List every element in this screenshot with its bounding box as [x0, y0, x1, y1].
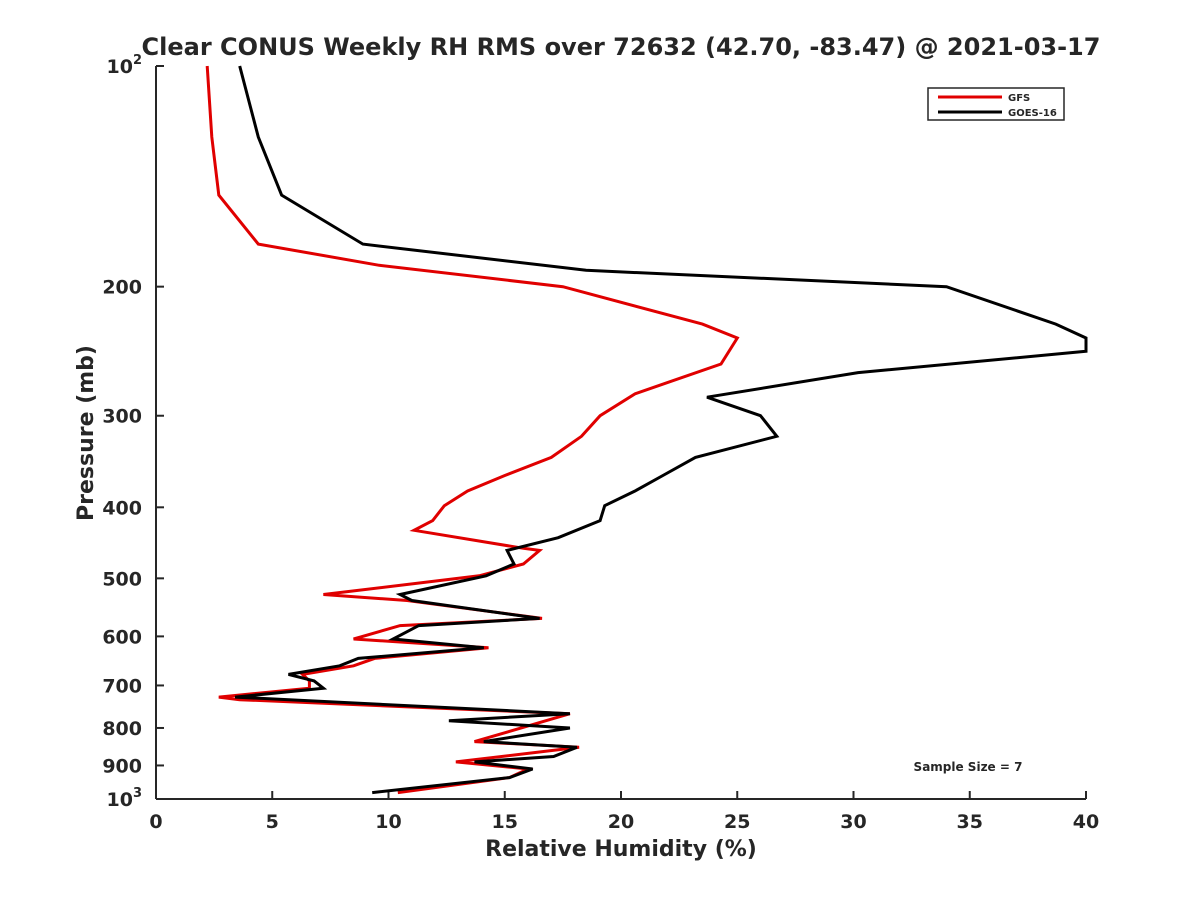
x-tick-label: 25 — [724, 811, 750, 833]
x-tick-label: 40 — [1073, 811, 1099, 833]
legend: GFS GOES-16 — [927, 87, 1065, 121]
x-tick-label: 30 — [840, 811, 866, 833]
x-tick-label: 5 — [266, 811, 279, 833]
series-line-goes-16 — [234, 65, 1088, 795]
y-tick-label: 700 — [102, 675, 142, 697]
x-tick-label: 0 — [149, 811, 162, 833]
x-tick-label: 10 — [375, 811, 401, 833]
series-lines — [205, 65, 1088, 795]
legend-label: GOES-16 — [1008, 108, 1057, 119]
y-tick-label: 600 — [102, 626, 142, 648]
x-tick-label: 20 — [608, 811, 634, 833]
y-tick-label: 500 — [102, 568, 142, 590]
y-axis-label: Pressure (mb) — [74, 345, 99, 521]
legend-label: GFS — [1008, 93, 1030, 104]
y-tick-label: 200 — [102, 277, 142, 299]
chart-title: Clear CONUS Weekly RH RMS over 72632 (42… — [142, 33, 1101, 61]
sample-size-annotation: Sample Size = 7 — [914, 760, 1023, 774]
x-axis-label: Relative Humidity (%) — [485, 837, 757, 862]
series-line-gfs — [205, 65, 740, 795]
legend-box — [927, 87, 1065, 121]
axis-ticks: 0 5 10 15 20 25 30 35 40 102 200 300 400 500 600 700 800… — [102, 53, 1099, 833]
x-tick-label: 35 — [957, 811, 983, 833]
y-tick-label: 102 — [107, 53, 143, 78]
y-tick-label: 103 — [107, 786, 143, 811]
y-tick-label: 400 — [102, 497, 142, 519]
y-tick-label: 900 — [102, 755, 142, 777]
y-tick-label: 300 — [102, 406, 142, 428]
y-tick-label: 800 — [102, 718, 142, 740]
x-tick-label: 15 — [492, 811, 518, 833]
